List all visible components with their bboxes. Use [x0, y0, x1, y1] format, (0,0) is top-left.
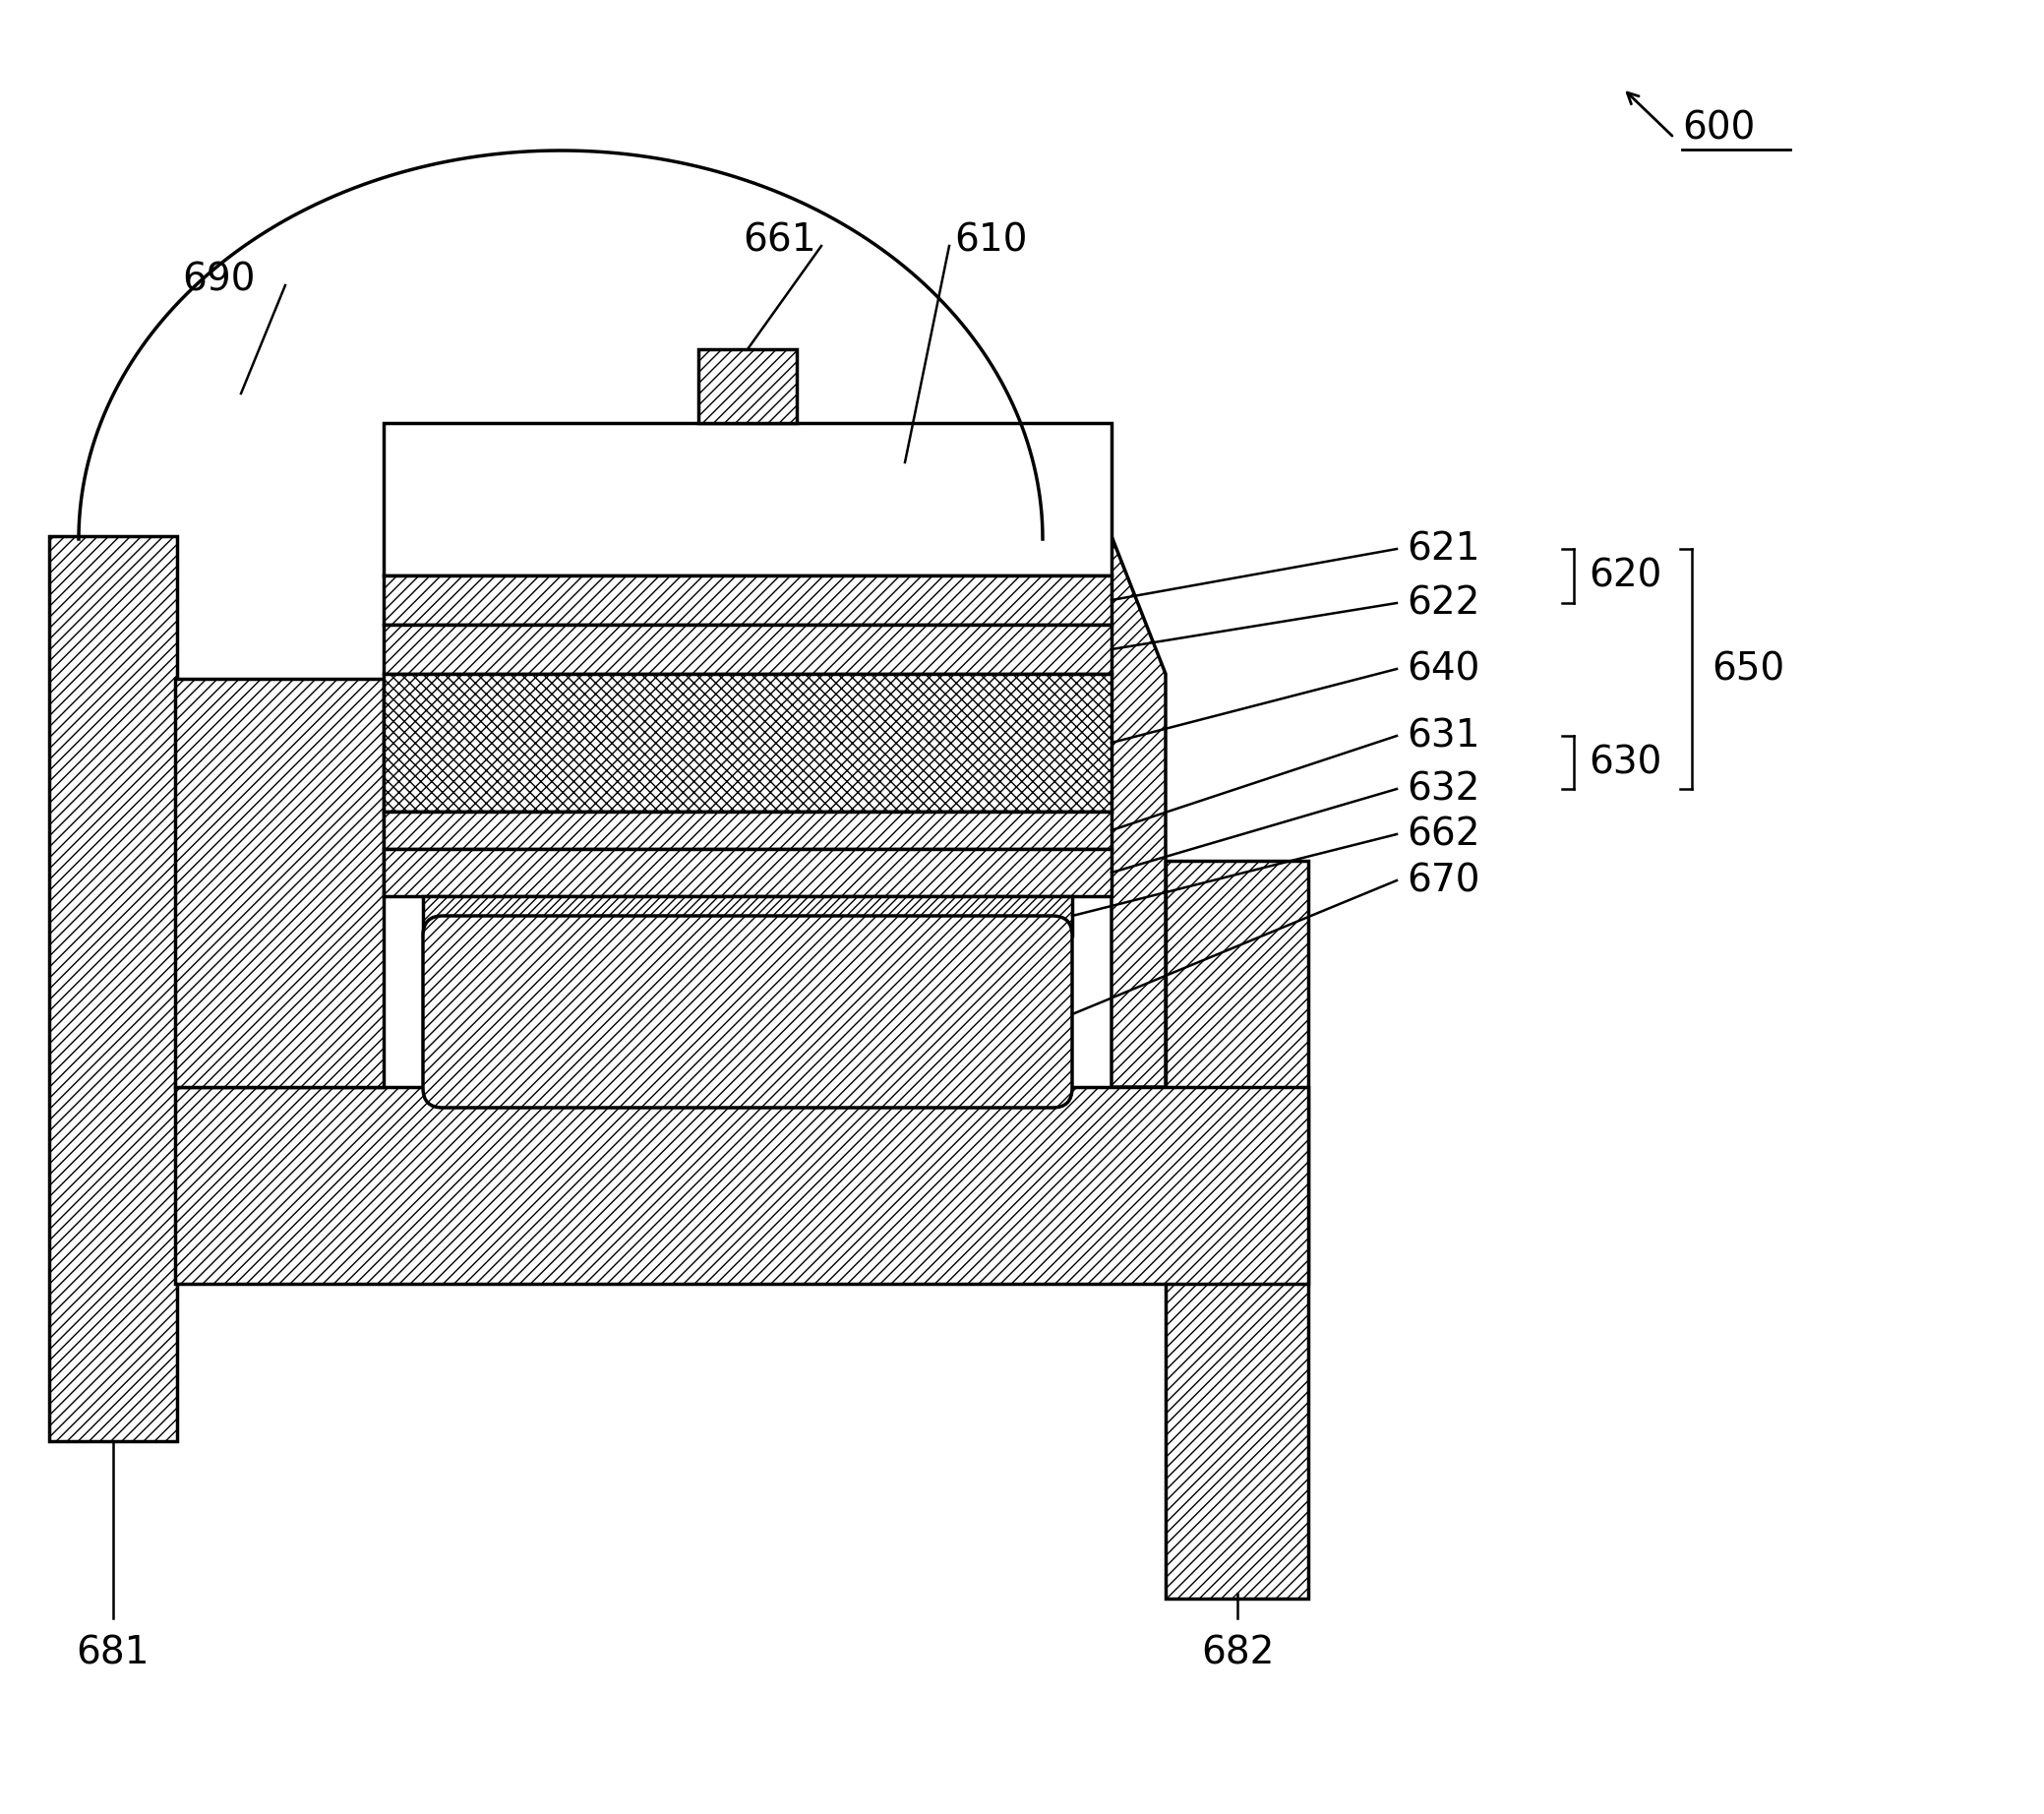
Text: 620: 620: [1588, 557, 1662, 595]
Text: 670: 670: [1406, 862, 1480, 900]
Text: 661: 661: [744, 223, 816, 259]
Text: 650: 650: [1711, 649, 1784, 688]
Bar: [423, 896, 1073, 936]
Text: 640: 640: [1406, 649, 1480, 688]
Bar: [176, 1087, 1308, 1284]
Text: 690: 690: [182, 261, 256, 299]
Text: 662: 662: [1406, 816, 1480, 853]
Text: 600: 600: [1682, 109, 1756, 147]
Text: 631: 631: [1406, 717, 1480, 755]
Bar: [1165, 862, 1308, 1598]
Bar: [384, 575, 1112, 624]
Text: 630: 630: [1588, 744, 1662, 782]
Polygon shape: [176, 678, 384, 1087]
FancyBboxPatch shape: [423, 916, 1073, 1108]
Text: 681: 681: [76, 1634, 149, 1671]
Bar: [384, 849, 1112, 896]
Text: 632: 632: [1406, 771, 1480, 807]
Text: 610: 610: [955, 223, 1028, 259]
Bar: [384, 811, 1112, 849]
Polygon shape: [1112, 537, 1165, 1087]
Bar: [384, 673, 1112, 811]
Bar: [384, 423, 1112, 575]
Bar: [49, 537, 178, 1440]
Text: 682: 682: [1200, 1634, 1273, 1671]
Bar: [384, 624, 1112, 673]
Text: 622: 622: [1406, 584, 1480, 622]
Bar: [699, 350, 797, 423]
Text: 621: 621: [1406, 530, 1480, 568]
